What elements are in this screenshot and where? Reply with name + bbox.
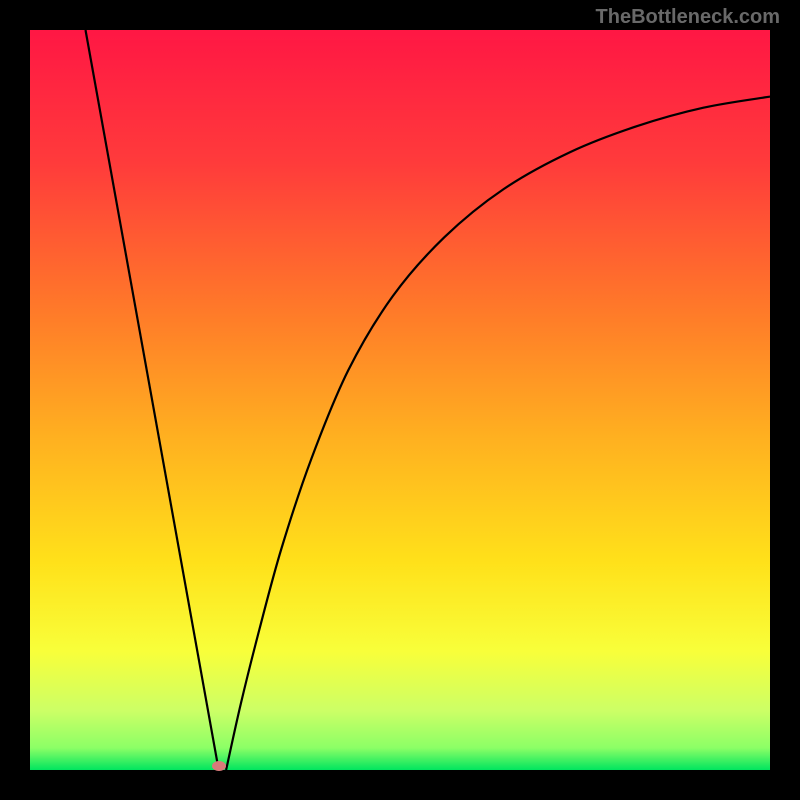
- gradient-bg: [30, 30, 770, 770]
- plot-svg: [30, 30, 770, 770]
- bottleneck-chart: TheBottleneck.com: [0, 0, 800, 800]
- watermark-text: TheBottleneck.com: [596, 6, 780, 29]
- plot-area: [30, 30, 770, 770]
- min-marker: [212, 761, 226, 771]
